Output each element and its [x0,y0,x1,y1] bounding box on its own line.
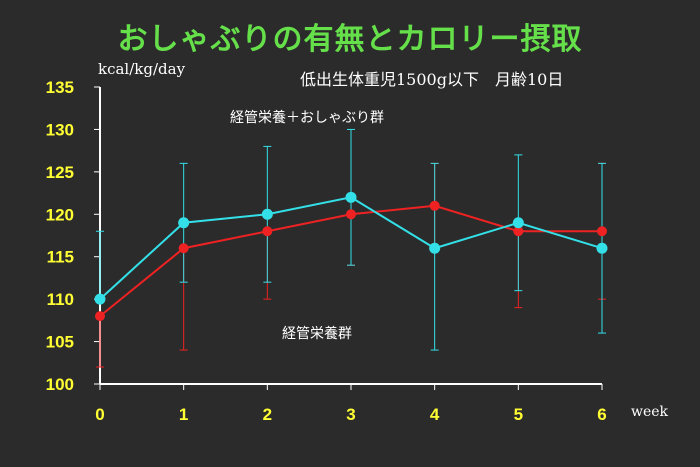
series-label-pacifier: 経管栄養＋おしゃぶり群 [230,109,384,126]
data-point-tube [513,226,524,237]
data-point-tube [95,311,105,322]
x-axis-unit: week [631,404,669,420]
series-label-tube: 経管栄養群 [282,325,352,342]
y-tick-label: 135 [46,78,74,97]
series-markers [94,191,608,322]
data-point-tube [178,243,189,254]
data-point-pacifier [596,242,608,254]
x-tick-label: 6 [597,405,606,424]
data-point-tube [597,226,607,237]
x-tick-label: 3 [346,405,355,424]
y-tick-label: 120 [46,205,74,224]
data-point-pacifier [178,217,190,229]
x-tick-label: 0 [95,405,104,424]
data-point-pacifier [94,293,106,305]
data-point-tube [262,226,273,237]
y-axis-label: kcal/kg/day [98,60,186,78]
y-tick-label: 100 [46,375,74,394]
chart-subtitle: 低出生体重児1500g以下 月齢10日 [300,70,564,89]
data-point-pacifier [261,208,273,220]
y-tick-label: 105 [46,333,74,352]
y-tick-label: 125 [46,163,74,182]
y-tick-label: 110 [47,290,74,309]
axes: 100 105 110 115 120 125 130 135 0 1 2 3 4 5 6 [46,78,607,424]
data-point-tube [346,209,356,220]
x-tick-label: 2 [263,405,272,424]
y-tick-label: 115 [47,248,74,267]
x-tick-label: 4 [430,405,440,424]
data-point-pacifier [345,191,357,203]
data-point-pacifier [429,242,441,254]
x-tick-label: 1 [179,405,188,424]
y-tick-label: 130 [46,120,74,139]
x-tick-label: 5 [514,405,523,424]
data-point-pacifier [512,217,524,229]
chart-title: おしゃぶりの有無とカロリー摂取 [117,22,583,57]
data-point-tube [429,200,440,211]
